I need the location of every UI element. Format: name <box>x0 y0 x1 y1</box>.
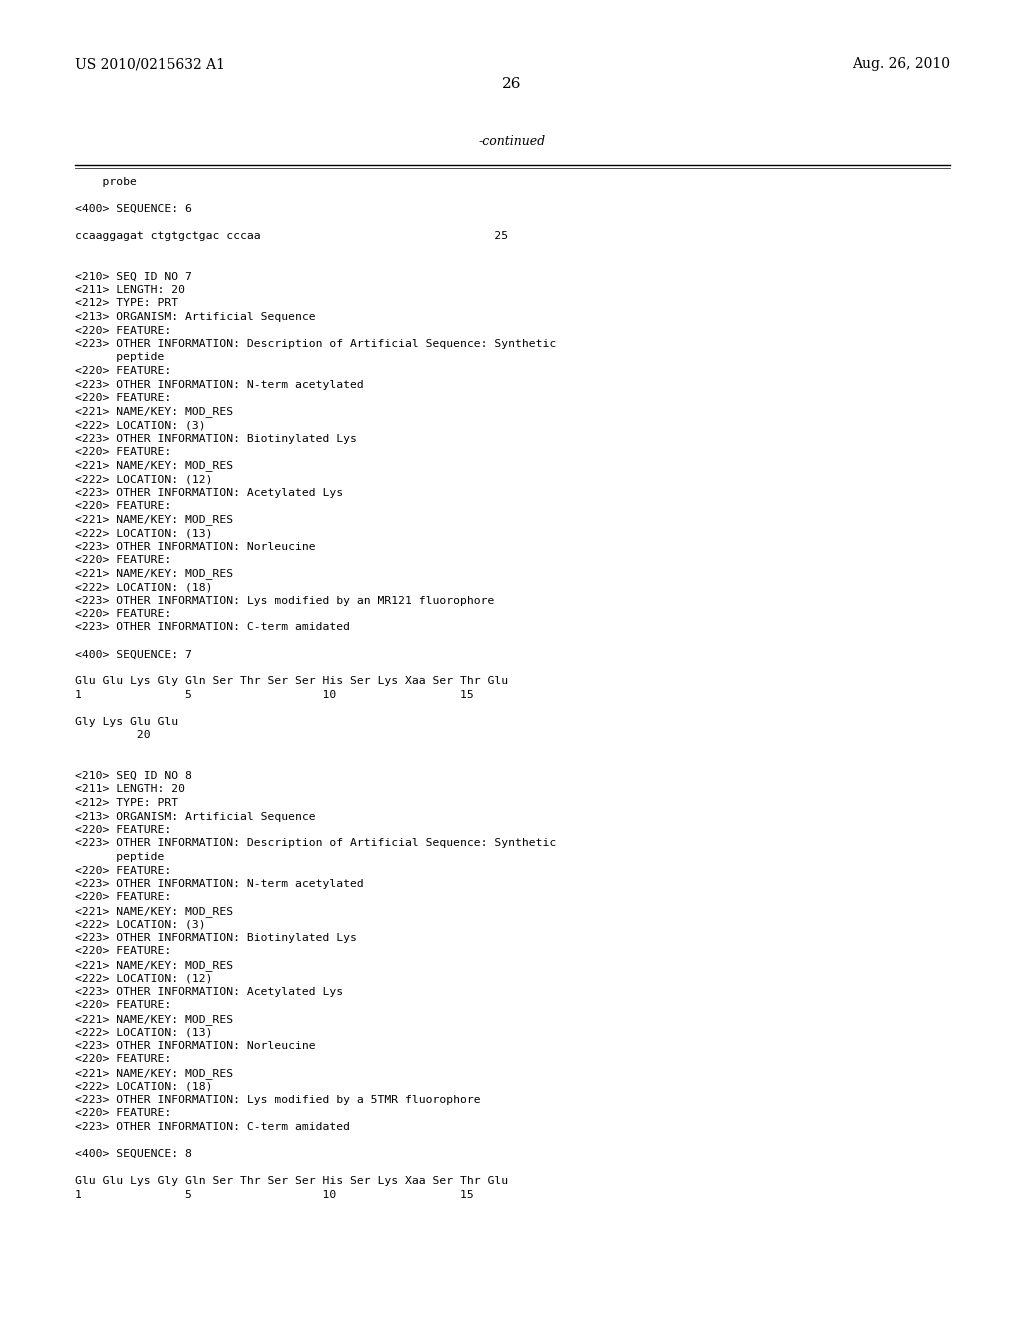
Text: Aug. 26, 2010: Aug. 26, 2010 <box>852 57 950 71</box>
Text: US 2010/0215632 A1: US 2010/0215632 A1 <box>75 57 225 71</box>
Text: <400> SEQUENCE: 7: <400> SEQUENCE: 7 <box>75 649 191 660</box>
Text: <221> NAME/KEY: MOD_RES: <221> NAME/KEY: MOD_RES <box>75 960 233 972</box>
Text: <220> FEATURE:: <220> FEATURE: <box>75 502 171 511</box>
Text: <223> OTHER INFORMATION: Lys modified by an MR121 fluorophore: <223> OTHER INFORMATION: Lys modified by… <box>75 595 495 606</box>
Text: <221> NAME/KEY: MOD_RES: <221> NAME/KEY: MOD_RES <box>75 515 233 525</box>
Text: <220> FEATURE:: <220> FEATURE: <box>75 609 171 619</box>
Text: <222> LOCATION: (13): <222> LOCATION: (13) <box>75 528 213 539</box>
Text: peptide: peptide <box>75 851 165 862</box>
Text: <223> OTHER INFORMATION: N-term acetylated: <223> OTHER INFORMATION: N-term acetylat… <box>75 380 364 389</box>
Text: <220> FEATURE:: <220> FEATURE: <box>75 866 171 875</box>
Text: <221> NAME/KEY: MOD_RES: <221> NAME/KEY: MOD_RES <box>75 906 233 917</box>
Text: <223> OTHER INFORMATION: Acetylated Lys: <223> OTHER INFORMATION: Acetylated Lys <box>75 987 343 997</box>
Text: <223> OTHER INFORMATION: Biotinylated Lys: <223> OTHER INFORMATION: Biotinylated Ly… <box>75 433 357 444</box>
Text: peptide: peptide <box>75 352 165 363</box>
Text: <223> OTHER INFORMATION: Acetylated Lys: <223> OTHER INFORMATION: Acetylated Lys <box>75 487 343 498</box>
Text: Glu Glu Lys Gly Gln Ser Thr Ser Ser His Ser Lys Xaa Ser Thr Glu: Glu Glu Lys Gly Gln Ser Thr Ser Ser His … <box>75 1176 508 1185</box>
Text: Glu Glu Lys Gly Gln Ser Thr Ser Ser His Ser Lys Xaa Ser Thr Glu: Glu Glu Lys Gly Gln Ser Thr Ser Ser His … <box>75 676 508 686</box>
Text: -continued: -continued <box>478 135 546 148</box>
Text: <223> OTHER INFORMATION: C-term amidated: <223> OTHER INFORMATION: C-term amidated <box>75 1122 350 1133</box>
Text: <222> LOCATION: (12): <222> LOCATION: (12) <box>75 474 213 484</box>
Text: <400> SEQUENCE: 6: <400> SEQUENCE: 6 <box>75 205 191 214</box>
Text: <222> LOCATION: (3): <222> LOCATION: (3) <box>75 420 206 430</box>
Text: 1               5                   10                  15: 1 5 10 15 <box>75 1189 474 1200</box>
Text: <400> SEQUENCE: 8: <400> SEQUENCE: 8 <box>75 1148 191 1159</box>
Text: <220> FEATURE:: <220> FEATURE: <box>75 946 171 957</box>
Text: 1               5                   10                  15: 1 5 10 15 <box>75 690 474 700</box>
Text: <220> FEATURE:: <220> FEATURE: <box>75 326 171 335</box>
Text: <220> FEATURE:: <220> FEATURE: <box>75 393 171 403</box>
Text: <213> ORGANISM: Artificial Sequence: <213> ORGANISM: Artificial Sequence <box>75 312 315 322</box>
Text: <223> OTHER INFORMATION: Norleucine: <223> OTHER INFORMATION: Norleucine <box>75 541 315 552</box>
Text: <220> FEATURE:: <220> FEATURE: <box>75 825 171 836</box>
Text: <223> OTHER INFORMATION: N-term acetylated: <223> OTHER INFORMATION: N-term acetylat… <box>75 879 364 888</box>
Text: <220> FEATURE:: <220> FEATURE: <box>75 1109 171 1118</box>
Text: <223> OTHER INFORMATION: Description of Artificial Sequence: Synthetic: <223> OTHER INFORMATION: Description of … <box>75 339 556 348</box>
Text: <211> LENGTH: 20: <211> LENGTH: 20 <box>75 784 185 795</box>
Text: <221> NAME/KEY: MOD_RES: <221> NAME/KEY: MOD_RES <box>75 407 233 417</box>
Text: <222> LOCATION: (18): <222> LOCATION: (18) <box>75 582 213 591</box>
Text: <220> FEATURE:: <220> FEATURE: <box>75 366 171 376</box>
Text: <223> OTHER INFORMATION: Biotinylated Lys: <223> OTHER INFORMATION: Biotinylated Ly… <box>75 933 357 942</box>
Text: <210> SEQ ID NO 8: <210> SEQ ID NO 8 <box>75 771 191 781</box>
Text: <222> LOCATION: (13): <222> LOCATION: (13) <box>75 1027 213 1038</box>
Text: <211> LENGTH: 20: <211> LENGTH: 20 <box>75 285 185 294</box>
Text: <221> NAME/KEY: MOD_RES: <221> NAME/KEY: MOD_RES <box>75 461 233 471</box>
Text: <212> TYPE: PRT: <212> TYPE: PRT <box>75 799 178 808</box>
Text: 20: 20 <box>75 730 151 741</box>
Text: <222> LOCATION: (12): <222> LOCATION: (12) <box>75 974 213 983</box>
Text: <223> OTHER INFORMATION: Lys modified by a 5TMR fluorophore: <223> OTHER INFORMATION: Lys modified by… <box>75 1096 480 1105</box>
Text: ccaaggagat ctgtgctgac cccaa                                  25: ccaaggagat ctgtgctgac cccaa 25 <box>75 231 508 242</box>
Text: <223> OTHER INFORMATION: Description of Artificial Sequence: Synthetic: <223> OTHER INFORMATION: Description of … <box>75 838 556 849</box>
Text: <222> LOCATION: (18): <222> LOCATION: (18) <box>75 1081 213 1092</box>
Text: <220> FEATURE:: <220> FEATURE: <box>75 554 171 565</box>
Text: probe: probe <box>75 177 137 187</box>
Text: <213> ORGANISM: Artificial Sequence: <213> ORGANISM: Artificial Sequence <box>75 812 315 821</box>
Text: <222> LOCATION: (3): <222> LOCATION: (3) <box>75 920 206 929</box>
Text: 26: 26 <box>502 77 522 91</box>
Text: <220> FEATURE:: <220> FEATURE: <box>75 892 171 903</box>
Text: <220> FEATURE:: <220> FEATURE: <box>75 1055 171 1064</box>
Text: <221> NAME/KEY: MOD_RES: <221> NAME/KEY: MOD_RES <box>75 1068 233 1078</box>
Text: <221> NAME/KEY: MOD_RES: <221> NAME/KEY: MOD_RES <box>75 569 233 579</box>
Text: <220> FEATURE:: <220> FEATURE: <box>75 1001 171 1011</box>
Text: Gly Lys Glu Glu: Gly Lys Glu Glu <box>75 717 178 727</box>
Text: <212> TYPE: PRT: <212> TYPE: PRT <box>75 298 178 309</box>
Text: <223> OTHER INFORMATION: Norleucine: <223> OTHER INFORMATION: Norleucine <box>75 1041 315 1051</box>
Text: <210> SEQ ID NO 7: <210> SEQ ID NO 7 <box>75 272 191 281</box>
Text: <221> NAME/KEY: MOD_RES: <221> NAME/KEY: MOD_RES <box>75 1014 233 1024</box>
Text: <223> OTHER INFORMATION: C-term amidated: <223> OTHER INFORMATION: C-term amidated <box>75 623 350 632</box>
Text: <220> FEATURE:: <220> FEATURE: <box>75 447 171 457</box>
